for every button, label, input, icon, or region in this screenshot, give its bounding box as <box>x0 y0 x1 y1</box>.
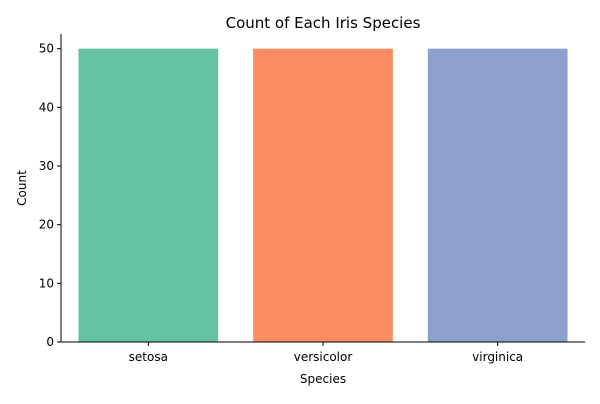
chart-title: Count of Each Iris Species <box>226 14 421 32</box>
y-tick-label-50: 50 <box>39 42 54 56</box>
bars-group <box>78 48 568 343</box>
bar-versicolor <box>253 48 393 343</box>
x-axis-ticks: setosa versicolor virginica <box>129 342 523 364</box>
y-tick-label-30: 30 <box>39 159 54 173</box>
y-tick-label-20: 20 <box>39 218 54 232</box>
bar-setosa <box>78 48 219 343</box>
y-axis-ticks: 0 10 20 30 40 50 <box>39 42 61 349</box>
y-tick-label-10: 10 <box>39 276 54 290</box>
x-axis-label: Species <box>300 372 346 386</box>
x-tick-label-virginica: virginica <box>472 350 523 364</box>
y-tick-label-0: 0 <box>46 335 54 349</box>
y-axis-label: Count <box>15 170 29 206</box>
x-tick-label-versicolor: versicolor <box>294 350 353 364</box>
y-tick-label-40: 40 <box>39 100 54 114</box>
x-tick-label-setosa: setosa <box>129 350 168 364</box>
bar-virginica <box>427 48 568 343</box>
